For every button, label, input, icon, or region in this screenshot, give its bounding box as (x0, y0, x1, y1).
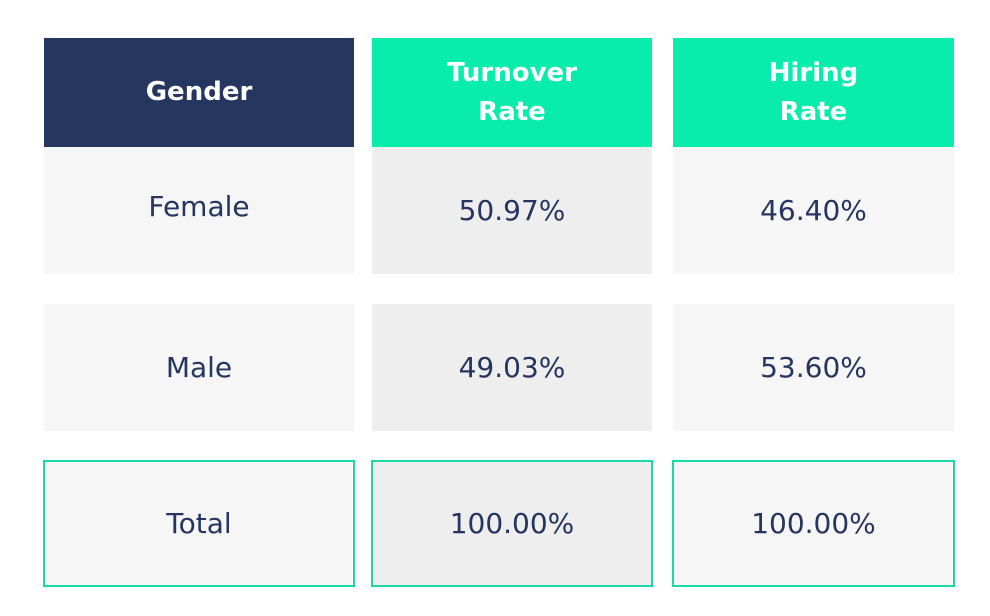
cell-male-gender: Male (44, 304, 354, 431)
cell-total-hiring: 100.00% (672, 460, 955, 587)
cell-female-hiring: 46.40% (673, 147, 954, 274)
cell-total-gender: Total (43, 460, 355, 587)
cell-male-turnover: 49.03% (372, 304, 652, 431)
header-gender: Gender (44, 38, 354, 147)
cell-male-hiring: 53.60% (673, 304, 954, 431)
cell-female-turnover: 50.97% (372, 147, 652, 274)
cell-total-turnover: 100.00% (371, 460, 653, 587)
cell-female-gender: Female (44, 147, 354, 274)
header-hiring-rate: Hiring Rate (673, 38, 954, 147)
header-turnover-rate: Turnover Rate (372, 38, 652, 147)
